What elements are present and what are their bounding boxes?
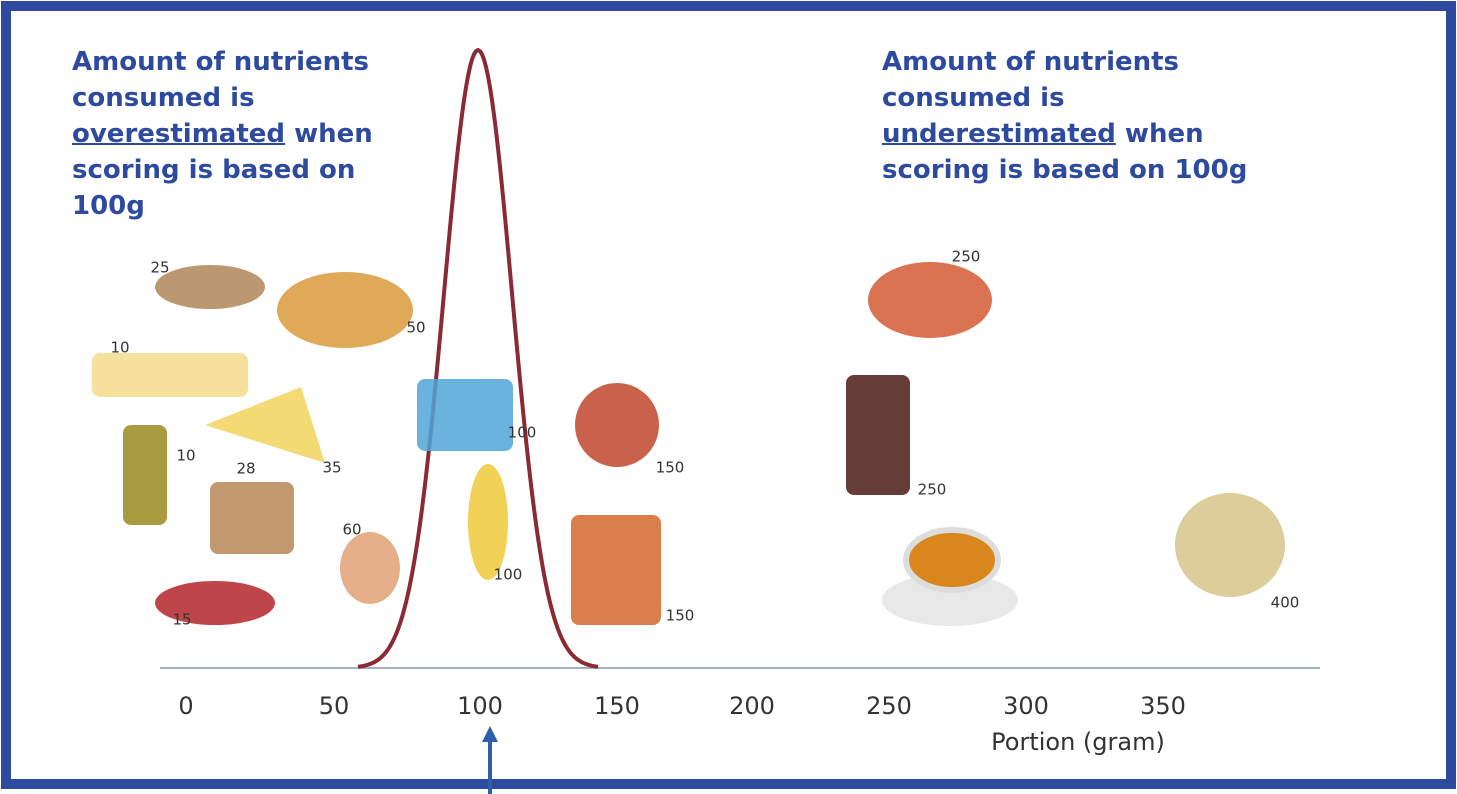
food-icon <box>123 425 167 525</box>
x-tick-label: 250 <box>866 692 912 720</box>
portion-label: 150 <box>656 459 685 477</box>
x-tick-label: 150 <box>594 692 640 720</box>
portion-label: 60 <box>342 521 361 539</box>
food-icon <box>277 272 413 348</box>
portion-label: 15 <box>172 611 191 629</box>
portion-label: 10 <box>176 447 195 465</box>
food-icon <box>155 265 265 309</box>
infographic: Portion (gram) 0 50 100 150 200 250 300 350 25 50… <box>0 0 1457 794</box>
left-note: Amount of nutrients consumed is overesti… <box>72 44 417 224</box>
x-tick-label: 300 <box>1003 692 1049 720</box>
portion-label: 250 <box>952 248 981 266</box>
food-icon <box>468 464 508 580</box>
food-icon <box>1175 493 1285 597</box>
note-text: Amount of nutrients consumed is <box>882 47 1179 113</box>
portion-label: 50 <box>406 319 425 337</box>
portion-label: 25 <box>150 259 169 277</box>
portion-label: 28 <box>236 460 255 478</box>
icon <box>906 530 998 590</box>
note-text: Amount of nutrients consumed is <box>72 47 369 113</box>
portion-label: 10 <box>110 339 129 357</box>
food-icon <box>571 515 661 625</box>
food-icon <box>868 262 992 338</box>
food-icon <box>417 379 513 451</box>
x-tick-label: 0 <box>178 692 193 720</box>
food-icon <box>340 532 400 604</box>
note-emphasis: underestimated <box>882 119 1116 149</box>
portion-label: 35 <box>322 459 341 477</box>
x-tick-label: 50 <box>319 692 350 720</box>
note-emphasis: overestimated <box>72 119 285 149</box>
portion-label: 250 <box>918 481 947 499</box>
x-tick-label: 100 <box>457 692 503 720</box>
food-icon <box>210 482 294 554</box>
portion-label: 400 <box>1271 594 1300 612</box>
x-tick-label: 350 <box>1140 692 1186 720</box>
food-icon <box>846 375 910 495</box>
food-icon <box>92 353 248 397</box>
axis-label: Portion (gram) <box>991 728 1165 756</box>
portion-label: 100 <box>494 566 523 584</box>
portion-label: 100 <box>508 424 537 442</box>
x-tick-label: 200 <box>729 692 775 720</box>
food-icon <box>575 383 659 467</box>
right-note: Amount of nutrients consumed is underest… <box>882 44 1282 188</box>
portion-label: 150 <box>666 607 695 625</box>
